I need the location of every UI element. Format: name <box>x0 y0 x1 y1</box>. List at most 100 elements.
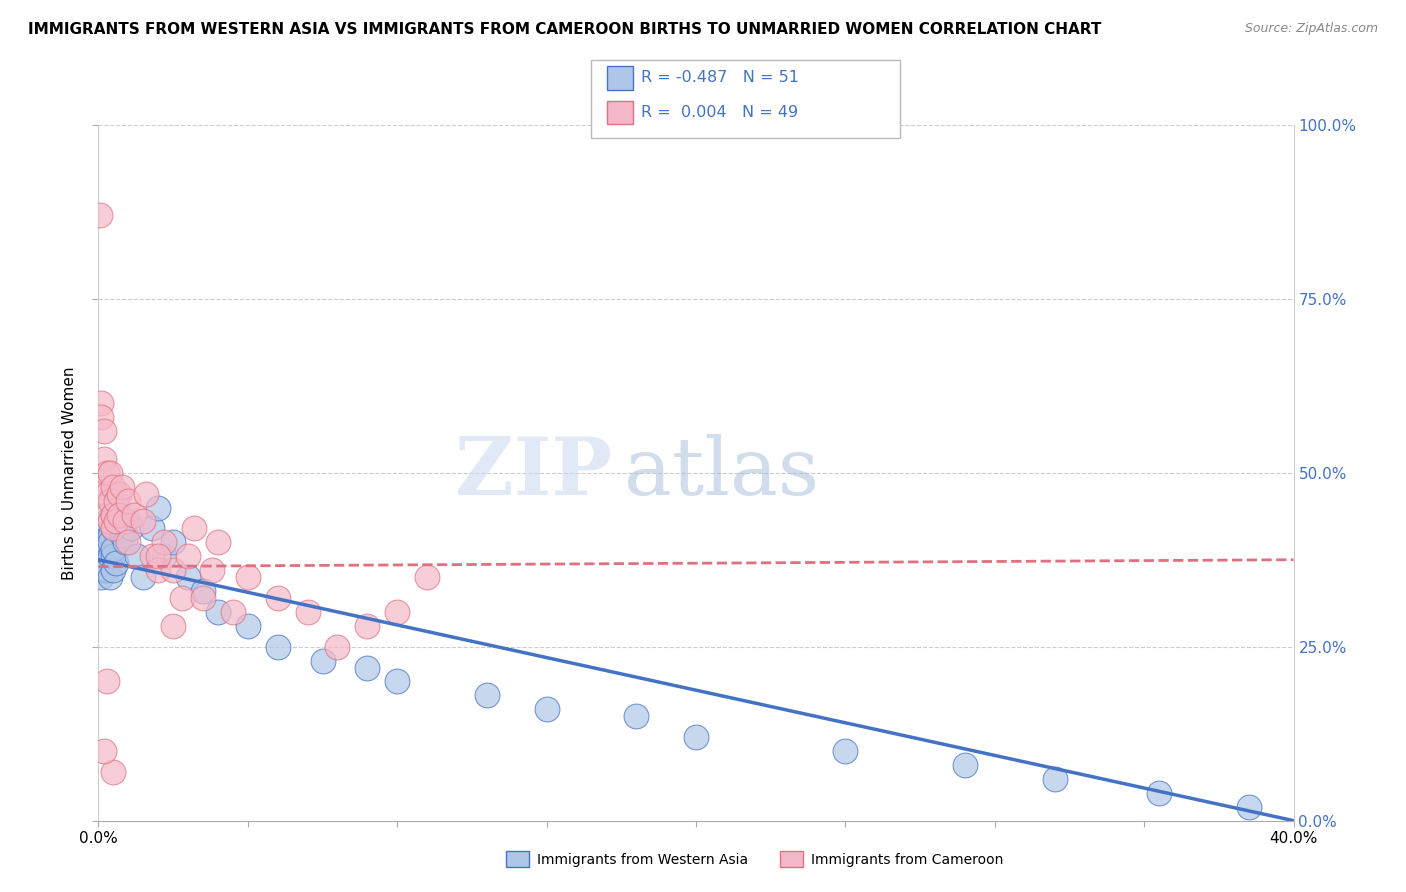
Text: ZIP: ZIP <box>456 434 613 512</box>
Point <box>105 515 128 529</box>
Point <box>100 570 122 584</box>
Point <box>89 549 111 564</box>
Text: R = -0.487   N = 51: R = -0.487 N = 51 <box>641 70 799 86</box>
Point <box>103 521 125 535</box>
Point <box>311 654 333 668</box>
Point <box>117 535 139 549</box>
Point <box>124 508 146 522</box>
Point <box>100 515 122 529</box>
Point <box>172 591 194 605</box>
Point <box>536 702 558 716</box>
Point <box>236 619 259 633</box>
Point <box>416 570 439 584</box>
Point <box>111 480 134 494</box>
Point <box>103 508 125 522</box>
Point <box>100 535 122 549</box>
Point <box>236 570 259 584</box>
Point <box>100 466 122 480</box>
Point <box>96 563 118 577</box>
Point <box>1147 786 1170 800</box>
Point <box>103 521 125 535</box>
Point <box>135 486 157 500</box>
Point <box>207 605 229 619</box>
Point <box>385 674 409 689</box>
Point <box>132 570 155 584</box>
Point <box>93 521 115 535</box>
Point <box>117 515 139 529</box>
Point <box>105 515 128 529</box>
Point <box>103 563 125 577</box>
Point <box>111 528 134 542</box>
Point <box>96 556 118 570</box>
Point <box>297 605 319 619</box>
Point <box>96 674 118 689</box>
Point <box>93 424 115 438</box>
Point <box>475 689 498 703</box>
Text: IMMIGRANTS FROM WESTERN ASIA VS IMMIGRANTS FROM CAMEROON BIRTHS TO UNMARRIED WOM: IMMIGRANTS FROM WESTERN ASIA VS IMMIGRAN… <box>28 22 1101 37</box>
Point <box>177 570 200 584</box>
Point <box>93 563 115 577</box>
Point <box>90 535 112 549</box>
Point <box>96 515 118 529</box>
Point <box>96 535 118 549</box>
Point <box>100 493 122 508</box>
Point <box>626 709 648 723</box>
Text: Immigrants from Western Asia: Immigrants from Western Asia <box>537 853 748 867</box>
Text: R =  0.004   N = 49: R = 0.004 N = 49 <box>641 105 799 120</box>
Point <box>103 542 125 557</box>
Point <box>96 508 118 522</box>
Point <box>191 591 214 605</box>
Point <box>93 480 115 494</box>
Point <box>153 535 176 549</box>
Point <box>953 758 976 772</box>
Point <box>201 563 224 577</box>
Point <box>100 528 122 542</box>
Point <box>148 549 170 564</box>
Text: atlas: atlas <box>624 434 820 512</box>
Point <box>90 410 112 425</box>
Point <box>385 605 409 619</box>
Point <box>834 744 856 758</box>
Point <box>177 549 200 564</box>
Point <box>356 619 378 633</box>
Point <box>93 549 115 564</box>
Point <box>117 493 139 508</box>
Point <box>114 535 136 549</box>
Point <box>356 660 378 674</box>
Point <box>141 521 163 535</box>
Point <box>108 508 131 522</box>
Point <box>93 542 115 557</box>
Point <box>1043 772 1066 786</box>
Point <box>267 591 290 605</box>
Point <box>93 451 115 466</box>
Point <box>103 508 125 522</box>
Point <box>120 521 142 535</box>
Point <box>183 521 205 535</box>
Point <box>127 549 149 564</box>
Point <box>105 556 128 570</box>
Point <box>191 584 214 599</box>
Point <box>108 508 131 522</box>
Point <box>96 486 118 500</box>
Point <box>90 396 112 410</box>
Point <box>132 515 155 529</box>
Text: Immigrants from Cameroon: Immigrants from Cameroon <box>811 853 1004 867</box>
Point <box>153 549 176 564</box>
Point <box>100 549 122 564</box>
Point <box>89 208 111 222</box>
Point <box>148 563 170 577</box>
Point <box>103 480 125 494</box>
Point <box>96 466 118 480</box>
Point <box>326 640 349 654</box>
Point <box>93 744 115 758</box>
Point <box>267 640 290 654</box>
Point <box>148 500 170 515</box>
Point <box>162 563 184 577</box>
Point <box>114 515 136 529</box>
Point <box>141 549 163 564</box>
Point <box>1237 799 1260 814</box>
Point <box>162 619 184 633</box>
Point <box>90 556 112 570</box>
Point <box>103 549 125 564</box>
Point <box>108 486 131 500</box>
